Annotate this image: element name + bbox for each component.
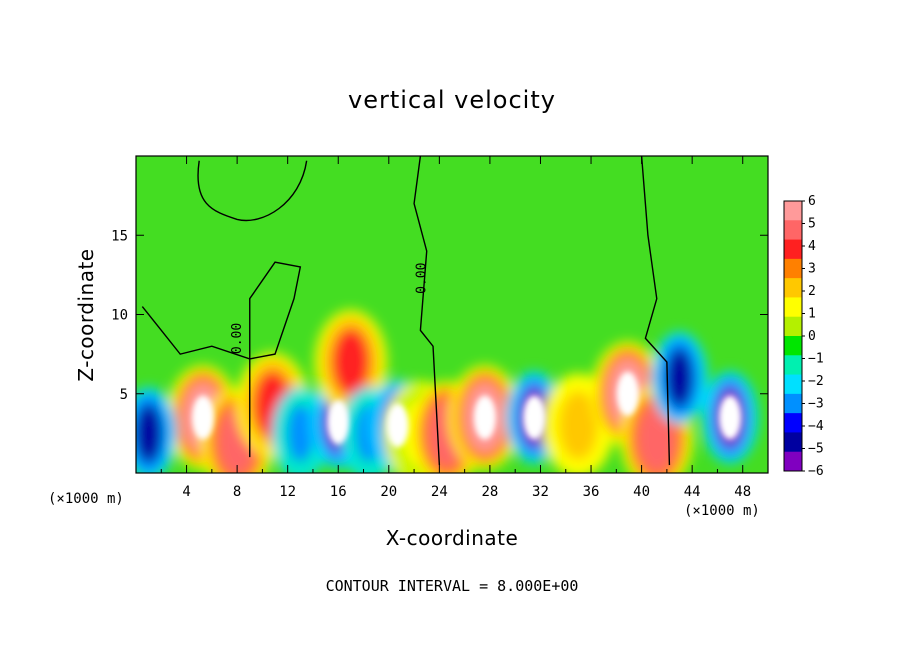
zero-contour-line-3 xyxy=(640,156,671,466)
colorbar-label-5: 1 xyxy=(808,307,816,322)
x-axis-label: X-coordinate xyxy=(385,526,519,550)
x-tick-label-4: 4 xyxy=(182,484,190,500)
colorbar-swatch-1 xyxy=(784,220,802,241)
colorbar-label-4: 2 xyxy=(808,284,816,299)
contour-interval-note: CONTOUR INTERVAL = 8.000E+00 xyxy=(325,577,579,595)
field-core-17 xyxy=(136,403,163,464)
x-tick-label-24: 24 xyxy=(431,484,448,500)
colorbar-label-6: 0 xyxy=(808,329,816,344)
field-core-15 xyxy=(666,348,694,408)
colorbar-label-0: 6 xyxy=(808,194,816,209)
x-tick-label-20: 20 xyxy=(380,484,397,500)
colorbar-label-10: −4 xyxy=(808,419,824,434)
x-tick-label-32: 32 xyxy=(532,484,549,500)
x-tick-label-48: 48 xyxy=(734,484,751,500)
colorbar-swatch-10 xyxy=(784,393,802,414)
saturated-core-0 xyxy=(191,395,214,440)
colorbar-swatch-2 xyxy=(784,239,802,260)
x-unit-label-left: (×1000 m) xyxy=(48,491,124,507)
x-tick-label-44: 44 xyxy=(684,484,701,500)
saturated-core-11 xyxy=(523,395,546,440)
y-tick-label-10: 10 xyxy=(111,308,128,324)
saturated-core-16 xyxy=(719,395,742,440)
colorbar-swatch-9 xyxy=(784,374,802,395)
y-tick-label-5: 5 xyxy=(120,387,128,403)
zero-contour-line-2 xyxy=(413,156,441,466)
colorbar-swatch-7 xyxy=(784,336,802,356)
chart-title: vertical velocity xyxy=(348,86,556,114)
colorbar-label-1: 5 xyxy=(808,217,816,232)
colorbar-swatch-0 xyxy=(784,201,802,221)
field-core-3 xyxy=(286,403,314,464)
y-tick-label-15: 15 xyxy=(111,228,128,244)
contour-label-2: 0.00 xyxy=(414,263,429,294)
zero-contour-line xyxy=(141,261,302,458)
contour-label-1: 0.00 xyxy=(230,323,245,354)
saturated-core-7 xyxy=(386,403,409,448)
colorbar-label-12: −6 xyxy=(808,464,824,479)
saturated-core-4 xyxy=(327,400,350,445)
x-unit-label-right: (×1000 m) xyxy=(684,503,760,519)
saturated-core-10 xyxy=(473,395,496,440)
x-tick-label-12: 12 xyxy=(279,484,296,500)
x-tick-label-40: 40 xyxy=(633,484,650,500)
x-tick-label-36: 36 xyxy=(583,484,600,500)
colorbar-label-2: 4 xyxy=(808,239,816,254)
colorbar-swatch-6 xyxy=(784,316,802,337)
colorbar-label-8: −2 xyxy=(808,374,824,389)
zero-contour-line-4 xyxy=(197,160,308,222)
colorbar-swatch-4 xyxy=(784,278,802,298)
colorbar-swatch-13 xyxy=(784,451,802,472)
colorbar-label-7: −1 xyxy=(808,352,824,367)
colorbar-swatch-12 xyxy=(784,432,802,453)
field-core-5 xyxy=(331,327,371,397)
x-tick-label-8: 8 xyxy=(233,484,241,500)
field-core-14 xyxy=(637,403,677,473)
colorbar-label-11: −5 xyxy=(808,442,824,457)
colorbar-swatch-11 xyxy=(784,413,802,433)
x-tick-label-28: 28 xyxy=(481,484,498,500)
saturated-core-13 xyxy=(616,371,639,416)
x-tick-label-16: 16 xyxy=(330,484,347,500)
field-core-12 xyxy=(558,391,598,460)
colorbar-label-3: 3 xyxy=(808,262,816,277)
colorbar-swatch-5 xyxy=(784,297,802,318)
colorbar-swatch-8 xyxy=(784,355,802,376)
colorbar-label-9: −3 xyxy=(808,397,824,412)
colorbar-swatch-3 xyxy=(784,258,802,279)
